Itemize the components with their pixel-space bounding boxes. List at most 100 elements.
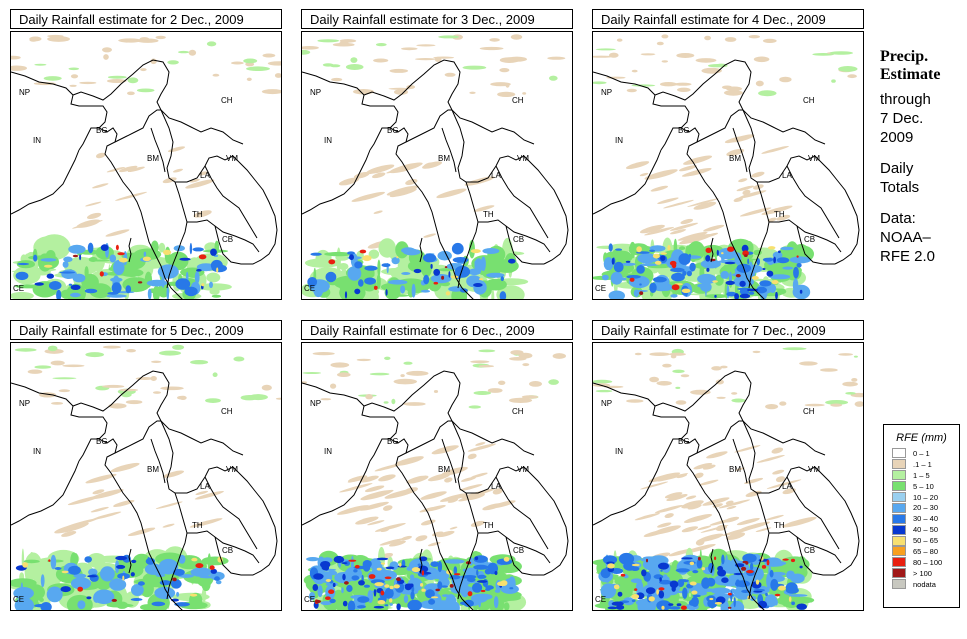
rain-cell [151, 601, 166, 607]
rain-cell [116, 564, 126, 569]
rain-cell [796, 255, 799, 258]
rain-streak [105, 229, 130, 237]
rain-streak [782, 488, 796, 495]
rain-streak [643, 529, 667, 537]
rain-cell [40, 258, 57, 262]
rain-streak [473, 205, 495, 212]
rain-streak [447, 498, 459, 503]
rain-streak [193, 210, 212, 218]
rain-speckle [261, 384, 272, 391]
rain-speckle [331, 77, 343, 82]
rain-cell [692, 570, 699, 574]
rain-cell [317, 585, 323, 598]
rain-cell [50, 554, 57, 570]
country-border [786, 165, 840, 239]
rain-streak [423, 233, 437, 238]
rain-speckle [779, 401, 787, 406]
rain-cell [192, 247, 204, 252]
rain-cell [20, 582, 24, 597]
rain-cell [735, 579, 741, 587]
rain-speckle [845, 392, 856, 395]
rain-cell [691, 590, 698, 595]
rain-cell [306, 557, 320, 562]
country-border [160, 109, 234, 183]
rain-streak [670, 229, 687, 235]
rain-cell [727, 246, 735, 252]
rain-cell [796, 556, 808, 575]
rain-speckle [107, 75, 127, 79]
rain-streak [185, 179, 215, 189]
rain-speckle [724, 37, 737, 42]
panel-title: Daily Rainfall estimate for 7 Dec., 2009 [592, 320, 864, 340]
rain-speckle [212, 73, 220, 77]
rain-cell [164, 246, 171, 264]
rain-cell [110, 277, 123, 283]
rain-cell [482, 248, 500, 254]
country-border [419, 548, 423, 574]
rain-cell [59, 271, 76, 274]
map-graphic [593, 34, 860, 299]
rain-cell [210, 248, 217, 256]
rain-cell [764, 594, 777, 608]
rain-cell [435, 588, 440, 592]
legend-swatch [892, 459, 906, 470]
country-border [11, 460, 80, 526]
country-border [166, 181, 188, 289]
rain-cell [659, 577, 662, 582]
rain-speckle [851, 378, 858, 382]
country-label: LA [491, 171, 501, 180]
rain-cell [717, 565, 723, 572]
rain-cell [50, 275, 54, 279]
rain-cell [376, 557, 389, 561]
rain-cell [396, 603, 401, 610]
rain-streak [380, 528, 390, 533]
legend-item: > 100 [892, 568, 959, 579]
rain-cell [742, 553, 757, 563]
rain-streak [372, 172, 386, 179]
country-label: IN [324, 447, 332, 456]
rain-cell [633, 289, 640, 298]
rain-speckle [755, 80, 764, 87]
rain-cell [741, 566, 747, 571]
rain-cell [376, 567, 382, 571]
rain-cell [389, 598, 393, 603]
rain-cell [770, 571, 786, 576]
country-border [786, 476, 840, 550]
rain-streak [195, 490, 209, 496]
caption-data-line2: NOAA– [880, 229, 931, 246]
rain-speckle [240, 395, 258, 401]
rain-cell [689, 262, 696, 272]
rain-speckle [356, 358, 371, 362]
country-label: CB [513, 235, 525, 244]
rain-cell [359, 249, 367, 254]
rain-cell [357, 605, 366, 609]
rain-speckle [478, 365, 494, 368]
rain-speckle [509, 357, 527, 361]
country-border [98, 438, 183, 610]
rain-speckle [593, 379, 613, 384]
rain-streak [687, 198, 719, 207]
country-border [214, 225, 253, 265]
rain-speckle [332, 42, 355, 47]
rain-streak [679, 165, 697, 172]
rain-cell [697, 556, 701, 561]
panel-title: Daily Rainfall estimate for 4 Dec., 2009 [592, 9, 864, 29]
rain-cell [79, 254, 82, 261]
rain-cell [84, 556, 92, 563]
rain-speckle [473, 391, 492, 395]
rain-streak [698, 479, 719, 486]
rain-cell [190, 567, 212, 577]
rain-streak [194, 490, 224, 500]
country-label: BG [96, 126, 108, 135]
rain-cell [444, 559, 465, 564]
rain-streak [436, 530, 455, 538]
rain-cell [749, 562, 754, 571]
rainfall-panel: Daily Rainfall estimate for 3 Dec., 2009… [301, 9, 573, 300]
rain-cell [130, 598, 143, 601]
rain-cell [324, 251, 353, 257]
rain-cell [653, 276, 667, 283]
country-border [98, 127, 183, 299]
rain-cell [106, 294, 127, 298]
rain-cell [769, 284, 777, 293]
rain-cell [121, 252, 148, 260]
